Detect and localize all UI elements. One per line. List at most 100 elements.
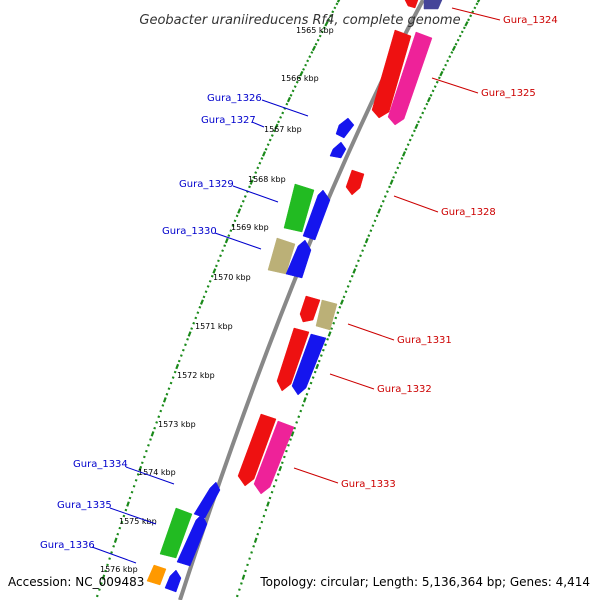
gene-label-right[interactable]: Gura_1331: [397, 335, 452, 346]
kbp-label: 1570 kbp: [213, 273, 251, 282]
tick-minor: [246, 563, 249, 567]
gene-gura-1324[interactable]: [423, 0, 443, 10]
gene-label-right[interactable]: Gura_1332: [377, 384, 432, 395]
tick-major: [212, 268, 217, 274]
tick-major: [274, 123, 279, 130]
gene-gura-1332[interactable]: [291, 333, 327, 396]
gene-gura-1336[interactable]: [146, 564, 167, 586]
gene-label-left[interactable]: Gura_1334: [73, 459, 128, 470]
gene-red-mid[interactable]: [299, 295, 321, 323]
tick-minor: [324, 343, 327, 347]
tick-minor: [297, 415, 301, 419]
tick-minor: [285, 102, 289, 106]
gene-label-right[interactable]: Gura_1325: [481, 88, 536, 99]
tick-minor: [398, 161, 402, 165]
tick-minor: [239, 204, 243, 208]
tick-minor: [130, 490, 134, 494]
tick-minor: [293, 426, 297, 430]
gene-gura-1326[interactable]: [335, 117, 355, 139]
gene-red-top[interactable]: [404, 0, 419, 9]
tick-minor: [475, 2, 479, 6]
tick-minor: [293, 85, 297, 88]
gene-gura-1325-a[interactable]: [371, 29, 412, 119]
gene-gura-1335[interactable]: [159, 507, 193, 559]
gene-label-left[interactable]: Gura_1329: [179, 179, 234, 190]
tick-minor: [196, 311, 200, 314]
tick-minor: [235, 594, 239, 598]
tick-minor: [147, 444, 150, 447]
tick-minor: [381, 199, 385, 203]
tick-minor: [256, 532, 260, 536]
tick-major: [324, 21, 329, 27]
tick-track-left: [95, 0, 341, 598]
tick-major: [339, 299, 344, 305]
gene-gura-1332-a[interactable]: [276, 327, 310, 392]
tick-major: [389, 179, 394, 185]
tick-minor: [122, 514, 126, 518]
tick-minor: [326, 338, 329, 341]
gene-gura-1334[interactable]: [193, 481, 221, 519]
tick-minor: [262, 514, 266, 518]
gene-label-left[interactable]: Gura_1327: [201, 115, 256, 126]
tick-major: [241, 574, 246, 580]
tick-minor: [316, 38, 320, 42]
tick-minor: [287, 444, 290, 447]
tick-minor: [260, 157, 264, 160]
gene-label-left[interactable]: Gura_1335: [57, 500, 112, 511]
tick-minor: [268, 496, 272, 500]
tick-minor: [268, 138, 272, 142]
tick-major: [113, 537, 118, 543]
gene-label-left[interactable]: Gura_1336: [40, 540, 95, 551]
tick-major: [278, 465, 283, 472]
gene-gura-1328[interactable]: [345, 169, 365, 196]
tick-major: [439, 70, 444, 77]
tick-minor: [238, 588, 241, 591]
tick-minor: [145, 449, 148, 453]
tick-major: [451, 45, 457, 52]
gene-gura-1327[interactable]: [329, 141, 347, 159]
gene-gura-1336-b[interactable]: [164, 569, 182, 593]
tick-minor: [270, 134, 274, 137]
leader-gura-1332: [329, 373, 375, 390]
tick-minor: [136, 473, 140, 476]
tick-minor: [332, 321, 336, 325]
tick-minor: [194, 316, 198, 320]
tick-minor: [408, 138, 412, 142]
gene-gura-1329[interactable]: [283, 183, 315, 233]
tick-minor: [431, 89, 435, 93]
gene-label-left[interactable]: Gura_1326: [207, 93, 262, 104]
gene-gura-1330-b[interactable]: [285, 239, 312, 279]
gene-label-right[interactable]: Gura_1333: [341, 479, 396, 490]
gene-gura-1335-b[interactable]: [176, 513, 208, 567]
tick-major: [138, 465, 143, 472]
tick-minor: [279, 116, 283, 119]
leader-gura-1330: [214, 232, 262, 250]
tick-major: [150, 431, 155, 437]
gene-label-left[interactable]: Gura_1330: [162, 226, 217, 237]
tick-minor: [412, 129, 416, 133]
tick-minor: [417, 120, 420, 124]
tick-minor: [280, 461, 284, 465]
tick-minor: [404, 147, 408, 151]
tick-major: [476, 0, 481, 3]
gene-gura-1333[interactable]: [253, 420, 295, 495]
tick-minor: [295, 421, 299, 424]
tick-minor: [334, 316, 338, 320]
gene-gura-1329-b[interactable]: [302, 189, 331, 241]
genome-summary-text: Topology: circular; Length: 5,136,364 bp…: [259, 575, 590, 589]
tick-major: [302, 397, 307, 403]
tick-minor: [276, 473, 280, 476]
tick-minor: [318, 34, 322, 38]
tick-minor: [223, 244, 227, 247]
tick-minor: [311, 376, 315, 379]
gene-label-right[interactable]: Gura_1324: [503, 15, 558, 26]
gene-gura-1333-a[interactable]: [237, 413, 277, 487]
gene-gura-1325[interactable]: [387, 31, 433, 126]
tick-minor: [134, 479, 138, 482]
tick-minor: [369, 229, 373, 232]
kbp-label: 1568 kbp: [248, 175, 286, 184]
gene-label-right[interactable]: Gura_1328: [441, 207, 496, 218]
tick-minor: [314, 42, 318, 46]
gene-gura-1331[interactable]: [315, 299, 338, 331]
tick-minor: [184, 343, 187, 347]
